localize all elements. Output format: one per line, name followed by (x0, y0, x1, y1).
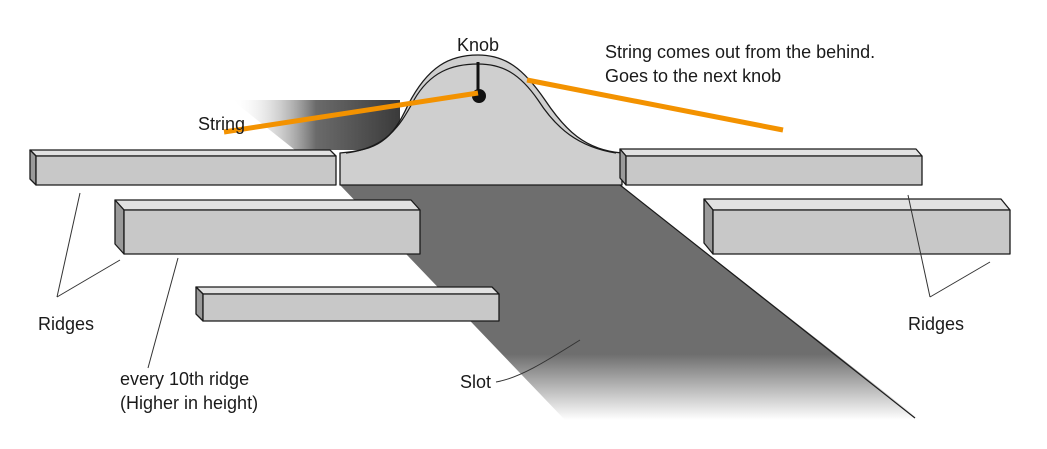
leader-tenth-ridge (147, 257, 179, 369)
string-note-line2: Goes to the next knob (605, 66, 781, 86)
string-note-line1: String comes out from the behind. (605, 42, 875, 62)
leader-ridges-right-b (929, 261, 991, 298)
leader-slot (495, 339, 581, 383)
leader-lines (56, 192, 991, 383)
leader-ridges-left-a (56, 192, 81, 298)
ridge-mid-right (703, 198, 1011, 255)
string-front-segment (223, 90, 479, 135)
ridge-tenth (114, 199, 421, 255)
ridge-bottom (195, 286, 500, 322)
knob-label: Knob (457, 35, 499, 55)
ridges-right-label: Ridges (908, 314, 964, 334)
leader-ridges-right-a (907, 194, 931, 298)
ridge-top-left (29, 149, 337, 186)
slot-right-edge (619, 184, 916, 419)
slot-label: Slot (460, 372, 491, 392)
tenth-ridge-line1: every 10th ridge (120, 369, 249, 389)
knob-body (339, 54, 623, 186)
slot-lower (340, 185, 920, 420)
string-back-segment (526, 77, 784, 133)
ridge-top-right (619, 148, 923, 186)
knob (339, 54, 623, 186)
leader-ridges-left-b (56, 259, 121, 298)
tenth-ridge-line2: (Higher in height) (120, 393, 258, 413)
string-label: String (198, 114, 245, 134)
string (223, 77, 784, 135)
ridges-left-label: Ridges (38, 314, 94, 334)
